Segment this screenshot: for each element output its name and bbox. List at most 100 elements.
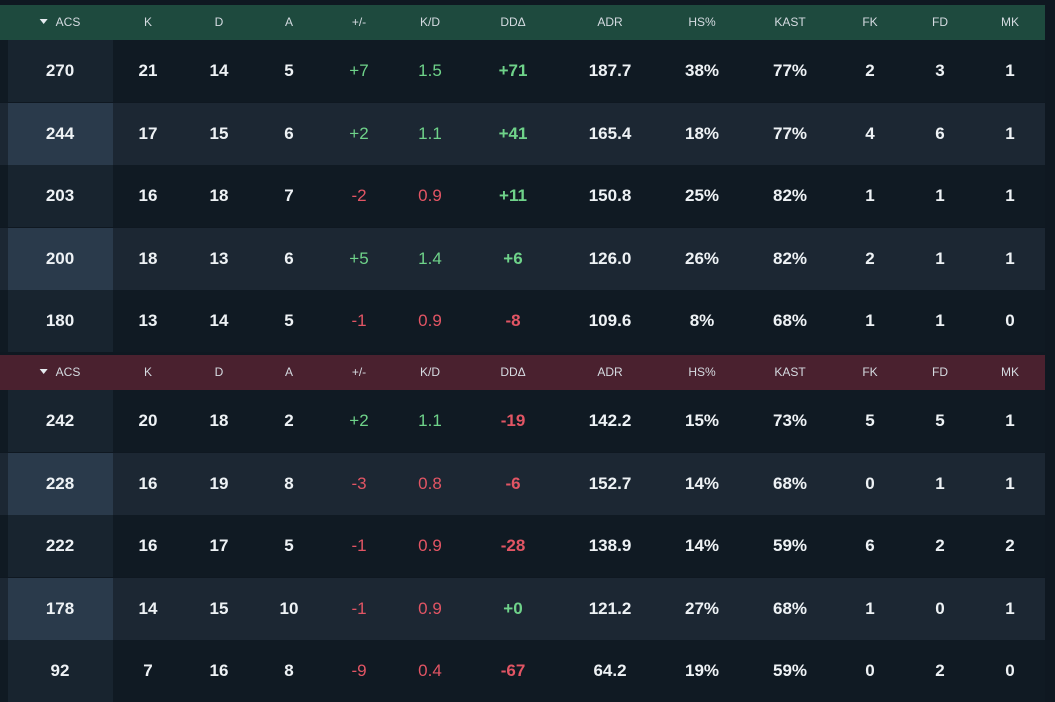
- column-header-adr[interactable]: ADR: [597, 5, 622, 40]
- player-row: 203 16 18 7 -2 0.9 +11 150.8 25% 82% 1 1 1: [0, 165, 1045, 228]
- column-header-assists[interactable]: A: [285, 355, 293, 390]
- cell-kast: 82%: [772, 248, 808, 268]
- cell-multi-kills: 1: [1005, 61, 1015, 80]
- cell-kills: 18: [138, 248, 158, 268]
- acs-highlight: [8, 165, 113, 228]
- player-row: 244 17 15 6 +2 1.1 +41 165.4 18% 77% 4 6 1: [0, 102, 1045, 165]
- player-row: 228 16 19 8 -3 0.8 -6 152.7 14% 68% 0 1 1: [0, 452, 1045, 515]
- cell-multi-kills: 2: [1005, 536, 1015, 556]
- cell-acs: 228: [45, 473, 75, 493]
- column-header-hs-percent[interactable]: HS%: [688, 5, 715, 40]
- cell-kd: 0.9: [418, 536, 442, 556]
- column-header-multi-kills[interactable]: MK: [1001, 5, 1019, 40]
- cell-plus-minus: +5: [349, 248, 369, 268]
- player-row: 200 18 13 6 +5 1.4 +6 126.0 26% 82% 2 1 1: [0, 227, 1045, 290]
- cell-multi-kills: 1: [1005, 598, 1015, 618]
- column-header-deaths[interactable]: D: [215, 355, 224, 390]
- cell-acs: 203: [45, 186, 75, 206]
- column-header-dd-delta[interactable]: DDΔ: [500, 355, 525, 390]
- cell-adr: 64.2: [593, 661, 627, 681]
- cell-acs: 92: [50, 661, 70, 681]
- cell-kills: 16: [138, 536, 158, 556]
- cell-deaths: 14: [209, 61, 229, 80]
- cell-acs: 244: [45, 123, 75, 143]
- cell-adr: 109.6: [588, 311, 632, 331]
- cell-kd: 1.1: [418, 411, 442, 430]
- column-header-plus-minus[interactable]: +/-: [352, 355, 366, 390]
- cell-deaths: 18: [209, 411, 229, 430]
- cell-plus-minus: -2: [351, 186, 367, 206]
- team-2-header: ACS K D A +/- K/D DDΔ ADR HS% KAST FK FD MK: [0, 355, 1045, 390]
- column-header-label: ACS: [55, 365, 81, 379]
- column-header-kills[interactable]: K: [144, 355, 152, 390]
- column-header-multi-kills[interactable]: MK: [1001, 355, 1019, 390]
- column-header-first-deaths[interactable]: FD: [932, 5, 948, 40]
- acs-highlight: [8, 577, 113, 640]
- column-header-kd[interactable]: K/D: [420, 355, 440, 390]
- cell-first-kills: 0: [865, 661, 875, 681]
- acs-highlight: [8, 102, 113, 165]
- column-header-deaths[interactable]: D: [215, 5, 224, 40]
- column-header-hs-percent[interactable]: HS%: [688, 355, 715, 390]
- cell-plus-minus: -1: [351, 536, 367, 556]
- cell-first-deaths: 6: [935, 123, 945, 143]
- cell-plus-minus: -1: [351, 311, 367, 331]
- cell-first-kills: 1: [865, 311, 875, 331]
- column-header-label: MK: [1001, 15, 1019, 29]
- column-header-label: D: [214, 365, 224, 379]
- cell-adr: 165.4: [588, 123, 632, 143]
- cell-multi-kills: 1: [1005, 248, 1015, 268]
- cell-hs-percent: 38%: [684, 61, 720, 80]
- column-header-kast[interactable]: KAST: [774, 355, 805, 390]
- column-header-label: +/-: [351, 365, 367, 379]
- column-header-assists[interactable]: A: [285, 5, 293, 40]
- cell-adr: 126.0: [588, 248, 632, 268]
- cell-kills: 7: [143, 661, 153, 681]
- sort-desc-icon[interactable]: [39, 19, 48, 25]
- acs-highlight: [8, 640, 113, 702]
- column-header-dd-delta[interactable]: DDΔ: [500, 5, 525, 40]
- cell-first-kills: 1: [865, 186, 875, 206]
- column-header-first-kills[interactable]: FK: [862, 355, 877, 390]
- column-header-kills[interactable]: K: [144, 5, 152, 40]
- cell-dd-delta: +41: [498, 123, 528, 143]
- team-1-header: ACS K D A +/- K/D DDΔ ADR HS% KAST FK FD MK: [0, 5, 1045, 40]
- cell-assists: 8: [284, 661, 294, 681]
- cell-kd: 0.9: [418, 598, 442, 618]
- column-header-kd[interactable]: K/D: [420, 5, 440, 40]
- acs-highlight: [8, 40, 113, 102]
- cell-deaths: 15: [209, 598, 229, 618]
- cell-acs: 180: [45, 311, 75, 331]
- player-row: 92 7 16 8 -9 0.4 -67 64.2 19% 59% 0 2 0: [0, 640, 1045, 702]
- sort-desc-icon[interactable]: [39, 369, 48, 375]
- cell-deaths: 16: [209, 661, 229, 681]
- column-header-kast[interactable]: KAST: [774, 5, 805, 40]
- cell-first-kills: 4: [865, 123, 875, 143]
- cell-first-deaths: 1: [935, 311, 945, 331]
- cell-kast: 77%: [772, 61, 808, 80]
- cell-hs-percent: 14%: [684, 536, 720, 556]
- column-header-label: A: [284, 365, 294, 379]
- cell-kast: 77%: [772, 123, 808, 143]
- cell-acs: 178: [45, 598, 75, 618]
- cell-first-deaths: 1: [935, 248, 945, 268]
- column-header-plus-minus[interactable]: +/-: [352, 5, 366, 40]
- column-header-first-kills[interactable]: FK: [862, 5, 877, 40]
- column-header-adr[interactable]: ADR: [597, 355, 622, 390]
- cell-plus-minus: +2: [349, 411, 369, 430]
- column-header-label: FK: [862, 365, 878, 379]
- cell-dd-delta: +0: [503, 598, 523, 618]
- cell-multi-kills: 1: [1005, 123, 1015, 143]
- cell-multi-kills: 0: [1005, 311, 1015, 331]
- column-header-acs[interactable]: ACS: [39, 355, 81, 390]
- player-row: 178 14 15 10 -1 0.9 +0 121.2 27% 68% 1 0 1: [0, 577, 1045, 640]
- cell-dd-delta: -19: [500, 411, 526, 430]
- column-header-acs[interactable]: ACS: [39, 5, 80, 40]
- column-header-label: A: [284, 15, 294, 29]
- cell-assists: 10: [279, 598, 299, 618]
- cell-assists: 5: [284, 311, 294, 331]
- cell-first-deaths: 5: [935, 411, 945, 430]
- column-header-first-deaths[interactable]: FD: [932, 355, 948, 390]
- column-header-label: MK: [1001, 365, 1019, 379]
- cell-dd-delta: +11: [499, 186, 527, 206]
